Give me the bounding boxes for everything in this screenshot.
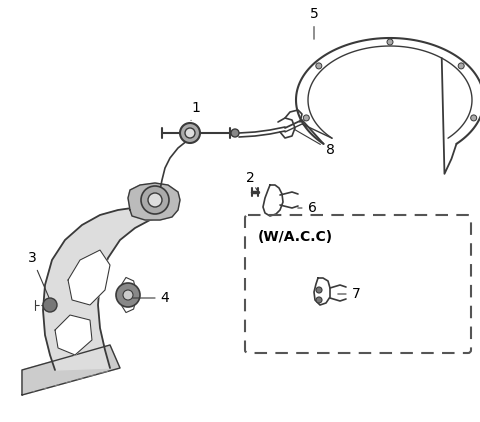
Polygon shape	[55, 315, 92, 355]
Polygon shape	[43, 208, 172, 370]
Text: 1: 1	[191, 101, 201, 120]
Text: 5: 5	[310, 7, 318, 39]
Circle shape	[116, 283, 140, 307]
Circle shape	[185, 128, 195, 138]
Text: 7: 7	[338, 287, 360, 301]
Text: 6: 6	[298, 201, 316, 215]
Text: 8: 8	[294, 130, 335, 157]
Polygon shape	[22, 345, 120, 395]
Circle shape	[471, 115, 477, 121]
Circle shape	[148, 193, 162, 207]
Circle shape	[316, 297, 322, 303]
Circle shape	[43, 298, 57, 312]
Circle shape	[231, 129, 239, 137]
Circle shape	[123, 290, 133, 300]
Circle shape	[303, 115, 309, 121]
Text: 4: 4	[133, 291, 169, 305]
Circle shape	[316, 63, 322, 69]
Polygon shape	[128, 183, 180, 220]
Text: 2: 2	[246, 171, 257, 190]
Circle shape	[387, 39, 393, 45]
Circle shape	[141, 186, 169, 214]
Polygon shape	[68, 250, 110, 305]
Text: (W/A.C.C): (W/A.C.C)	[258, 230, 333, 244]
Circle shape	[458, 63, 464, 69]
Circle shape	[316, 287, 322, 293]
Text: 3: 3	[28, 251, 49, 298]
Circle shape	[180, 123, 200, 143]
